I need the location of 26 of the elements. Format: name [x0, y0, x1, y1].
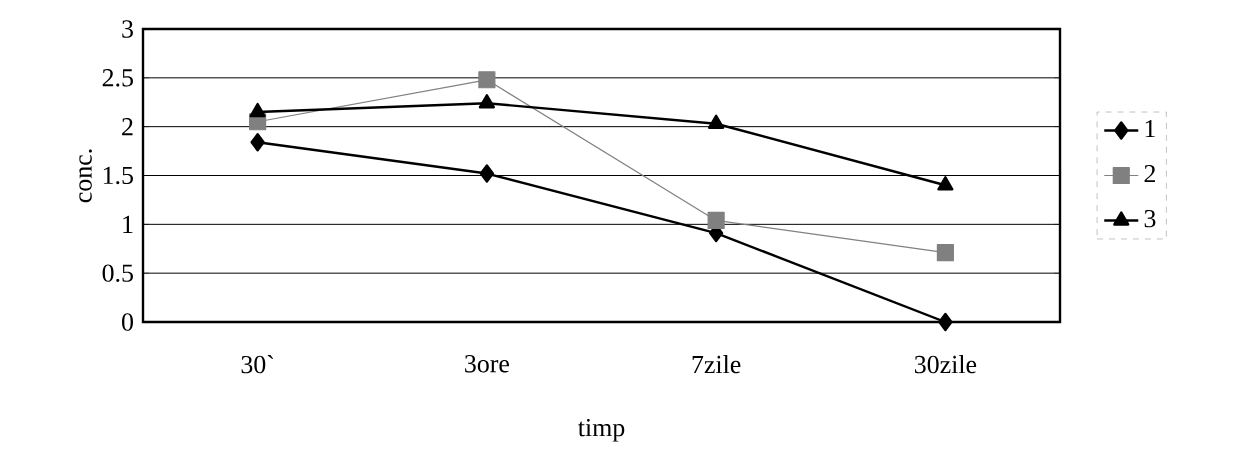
y-tick-label: 0: [122, 313, 133, 331]
y-tick-label: 1: [123, 215, 133, 233]
y-tick-label: 1.5: [103, 166, 133, 185]
point: [478, 71, 496, 89]
point: [936, 244, 954, 262]
x-axis-title: timp: [578, 418, 625, 442]
y-tick-label: 3: [122, 20, 133, 38]
legend-label: 3: [1144, 209, 1156, 228]
point: [250, 133, 265, 152]
point: [249, 102, 266, 118]
legend-label: 1: [1145, 120, 1155, 138]
y-tick-label: 0.5: [102, 264, 133, 282]
y-tick-label: 2.5: [102, 69, 133, 87]
x-tick-label: 30`: [241, 355, 273, 374]
point: [937, 176, 954, 191]
point: [938, 312, 953, 332]
y-tick-label: 2: [122, 118, 133, 136]
point: [479, 164, 495, 183]
x-tick-label: 30zile: [914, 355, 977, 374]
x-tick-label: 7zile: [692, 355, 741, 374]
point: [478, 94, 495, 109]
x-tick-label: 3ore: [465, 355, 509, 373]
y-axis-title: conc.: [79, 149, 92, 203]
legend-label: 2: [1144, 164, 1155, 183]
point: [707, 211, 725, 229]
point: [708, 114, 725, 129]
